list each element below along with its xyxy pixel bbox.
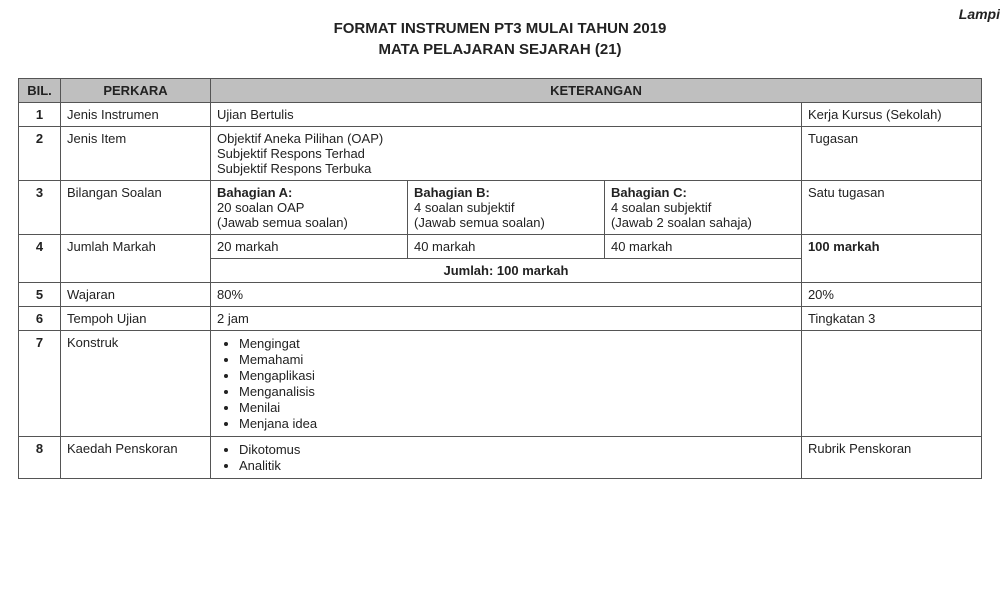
cell-perkara: Wajaran <box>61 283 211 307</box>
text-line: 20 soalan OAP <box>217 200 401 215</box>
sub-heading: Bahagian A: <box>217 185 401 200</box>
title-line-2: MATA PELAJARAN SEJARAH (21) <box>18 39 982 60</box>
table-row: 6 Tempoh Ujian 2 jam Tingkatan 3 <box>19 307 982 331</box>
cell-perkara: Jenis Item <box>61 127 211 181</box>
header-keterangan: KETERANGAN <box>211 79 982 103</box>
table-row: 2 Jenis Item Objektif Aneka Pilihan (OAP… <box>19 127 982 181</box>
header-bil: BIL. <box>19 79 61 103</box>
corner-label: Lampi <box>959 6 1000 22</box>
text-line: (Jawab semua soalan) <box>414 215 598 230</box>
cell-bil: 3 <box>19 181 61 235</box>
cell-content: Objektif Aneka Pilihan (OAP) Subjektif R… <box>211 127 802 181</box>
cell-last: Kerja Kursus (Sekolah) <box>801 103 981 127</box>
list-item: Menganalisis <box>239 384 795 399</box>
sub-heading: Bahagian B: <box>414 185 598 200</box>
penskoran-list: Dikotomus Analitik <box>217 442 795 473</box>
cell-bil: 7 <box>19 331 61 437</box>
cell-bil: 6 <box>19 307 61 331</box>
table-row: 4 Jumlah Markah 20 markah 40 markah 40 m… <box>19 235 982 259</box>
cell-last <box>801 331 981 437</box>
header-perkara: PERKARA <box>61 79 211 103</box>
cell-content: Dikotomus Analitik <box>211 437 802 479</box>
cell-perkara: Jenis Instrumen <box>61 103 211 127</box>
cell-perkara: Tempoh Ujian <box>61 307 211 331</box>
text-line: 4 soalan subjektif <box>414 200 598 215</box>
cell-content: Mengingat Memahami Mengaplikasi Menganal… <box>211 331 802 437</box>
text-line: (Jawab semua soalan) <box>217 215 401 230</box>
cell-markah-c: 40 markah <box>604 235 801 259</box>
total-markah: 100 markah <box>808 239 880 254</box>
cell-bil: 5 <box>19 283 61 307</box>
text-line: (Jawab 2 soalan sahaja) <box>611 215 795 230</box>
cell-markah-b: 40 markah <box>407 235 604 259</box>
cell-bil: 8 <box>19 437 61 479</box>
cell-last: 100 markah <box>801 235 981 283</box>
page-title: FORMAT INSTRUMEN PT3 MULAI TAHUN 2019 MA… <box>18 18 982 60</box>
table-row: 5 Wajaran 80% 20% <box>19 283 982 307</box>
sub-heading: Bahagian C: <box>611 185 795 200</box>
konstruk-list: Mengingat Memahami Mengaplikasi Menganal… <box>217 336 795 431</box>
table-row: 3 Bilangan Soalan Bahagian A: 20 soalan … <box>19 181 982 235</box>
cell-last: Tugasan <box>801 127 981 181</box>
table-row: 7 Konstruk Mengingat Memahami Mengaplika… <box>19 331 982 437</box>
cell-content: Ujian Bertulis <box>211 103 802 127</box>
cell-last: Rubrik Penskoran <box>801 437 981 479</box>
title-line-1: FORMAT INSTRUMEN PT3 MULAI TAHUN 2019 <box>18 18 982 39</box>
list-item: Memahami <box>239 352 795 367</box>
text-line: Subjektif Respons Terbuka <box>217 161 795 176</box>
cell-bahagian-b: Bahagian B: 4 soalan subjektif (Jawab se… <box>407 181 604 235</box>
cell-bahagian-a: Bahagian A: 20 soalan OAP (Jawab semua s… <box>211 181 408 235</box>
cell-last: Tingkatan 3 <box>801 307 981 331</box>
list-item: Mengaplikasi <box>239 368 795 383</box>
cell-markah-a: 20 markah <box>211 235 408 259</box>
cell-perkara: Konstruk <box>61 331 211 437</box>
cell-last: Satu tugasan <box>801 181 981 235</box>
cell-jumlah: Jumlah: 100 markah <box>211 259 802 283</box>
format-table: BIL. PERKARA KETERANGAN 1 Jenis Instrume… <box>18 78 982 479</box>
cell-perkara: Jumlah Markah <box>61 235 211 283</box>
cell-bil: 4 <box>19 235 61 283</box>
list-item: Dikotomus <box>239 442 795 457</box>
table-row: 8 Kaedah Penskoran Dikotomus Analitik Ru… <box>19 437 982 479</box>
cell-bil: 2 <box>19 127 61 181</box>
cell-bahagian-c: Bahagian C: 4 soalan subjektif (Jawab 2 … <box>604 181 801 235</box>
cell-perkara: Kaedah Penskoran <box>61 437 211 479</box>
cell-content: 2 jam <box>211 307 802 331</box>
list-item: Menjana idea <box>239 416 795 431</box>
table-row: 1 Jenis Instrumen Ujian Bertulis Kerja K… <box>19 103 982 127</box>
text-line: Objektif Aneka Pilihan (OAP) <box>217 131 795 146</box>
cell-content: 80% <box>211 283 802 307</box>
cell-last: 20% <box>801 283 981 307</box>
list-item: Mengingat <box>239 336 795 351</box>
text-line: Subjektif Respons Terhad <box>217 146 795 161</box>
text-line: 4 soalan subjektif <box>611 200 795 215</box>
list-item: Analitik <box>239 458 795 473</box>
list-item: Menilai <box>239 400 795 415</box>
cell-perkara: Bilangan Soalan <box>61 181 211 235</box>
cell-bil: 1 <box>19 103 61 127</box>
